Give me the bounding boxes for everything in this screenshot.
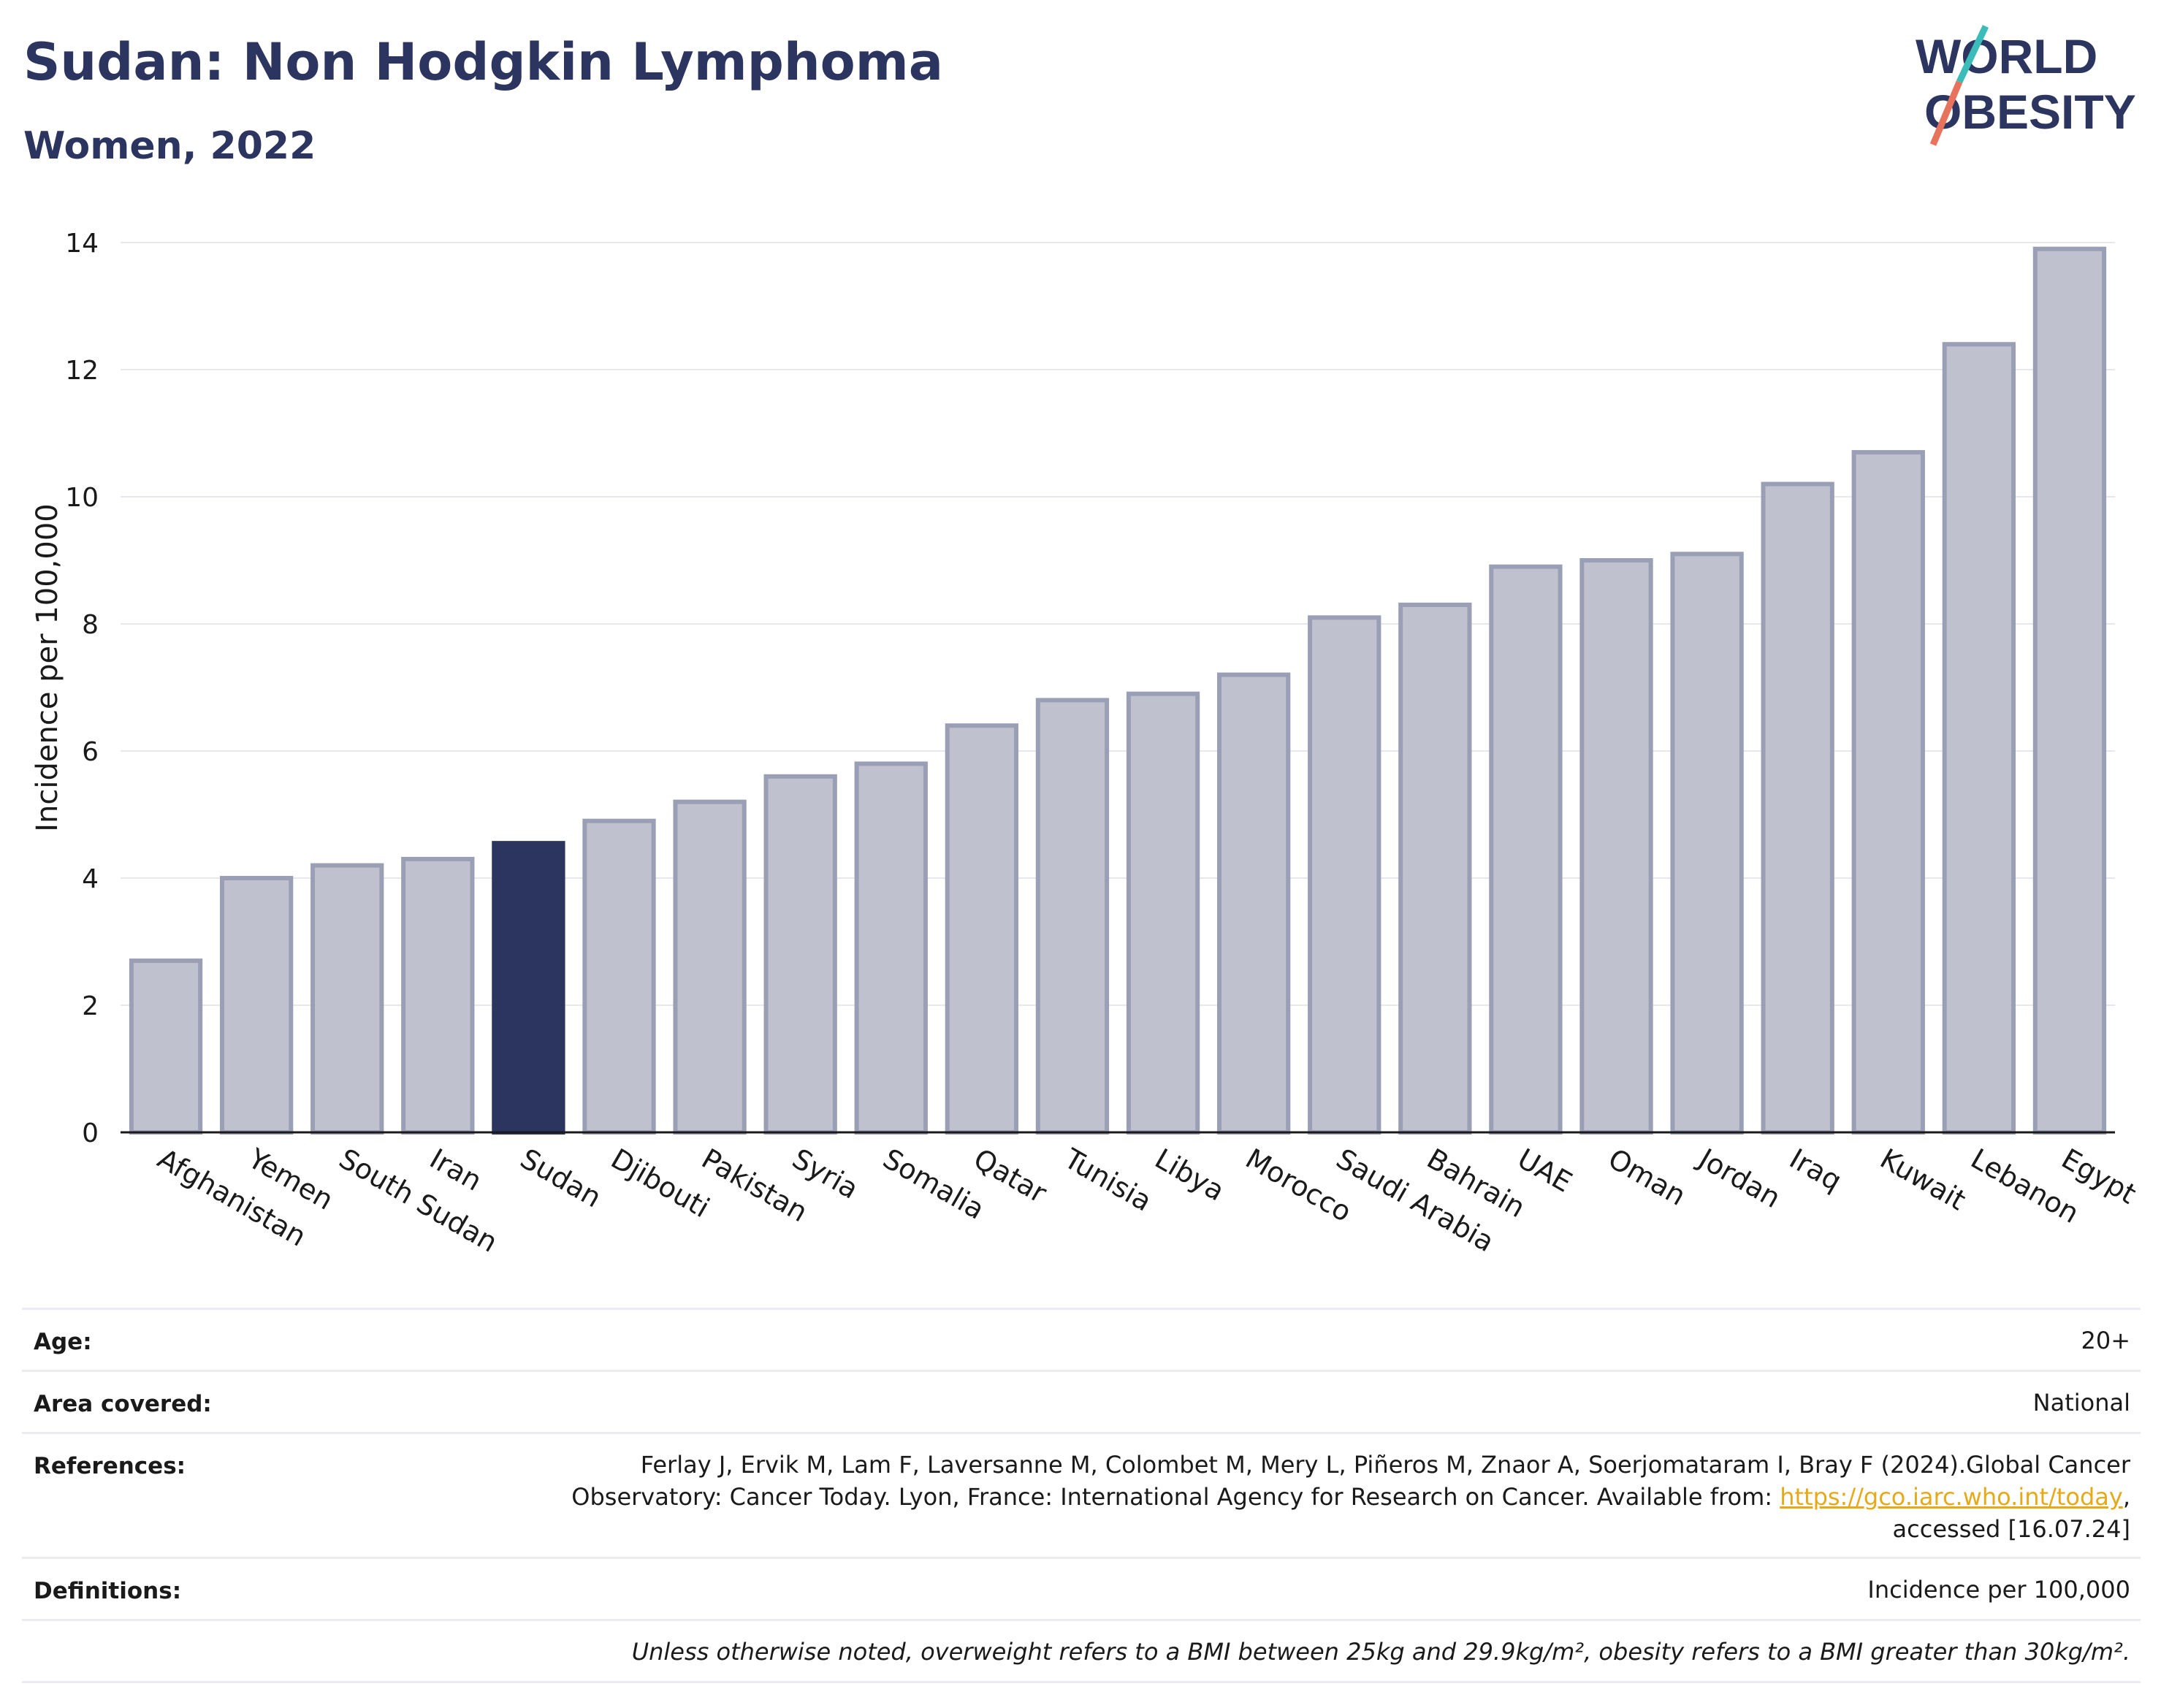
definitions-value: Incidence per 100,000	[1867, 1576, 2130, 1604]
bar-egypt	[2032, 246, 2107, 1135]
bar-djibouti	[582, 818, 656, 1135]
info-table: Age: 20+ Area covered: National Referenc…	[22, 1308, 2141, 1683]
bar-oman	[1579, 558, 1653, 1135]
references-value: Ferlay J, Ervik M, Lam F, Laversanne M, …	[32, 1449, 2130, 1545]
info-row-definitions: Definitions: Incidence per 100,000	[22, 1557, 2141, 1619]
x-tick-label: Libya	[1150, 1143, 1230, 1208]
y-tick-label: 12	[65, 356, 99, 386]
references-line2-suffix: ,	[2122, 1483, 2130, 1511]
y-tick-label: 8	[82, 610, 99, 640]
y-tick-label: 0	[82, 1118, 99, 1148]
world-obesity-logo: WORLD OBESITY	[1916, 25, 2136, 146]
logo-coral-slash	[1929, 80, 1963, 146]
x-tick-label: UAE	[1512, 1143, 1577, 1199]
y-tick-label: 10	[65, 483, 99, 513]
y-tick-label: 14	[65, 229, 99, 259]
references-link[interactable]: https://gco.iarc.who.int/today	[1780, 1483, 2123, 1511]
bar-yemen	[219, 876, 294, 1135]
references-line2-text: Observatory: Cancer Today. Lyon, France:…	[571, 1483, 1780, 1511]
bar-south-sudan	[310, 863, 384, 1135]
x-tick-label: Oman	[1603, 1143, 1691, 1212]
y-axis-label: Incidence per 100,000	[31, 503, 64, 832]
bar-kuwait	[1851, 450, 1925, 1135]
bar-bahrain	[1398, 602, 1472, 1135]
bar-iraq	[1761, 481, 1834, 1135]
x-tick-label: Kuwait	[1875, 1143, 1971, 1217]
x-tick-label: Djibouti	[606, 1143, 715, 1224]
bar-jordan	[1670, 552, 1744, 1135]
info-row-area: Area covered: National	[22, 1370, 2141, 1432]
area-value: National	[2032, 1389, 2130, 1417]
logo-line2: OBESITY	[1924, 85, 2136, 139]
area-label: Area covered:	[34, 1391, 212, 1417]
references-line1: Ferlay J, Ervik M, Lam F, Laversanne M, …	[640, 1451, 2130, 1479]
page-subtitle: Women, 2022	[23, 124, 316, 168]
x-tick-label: South Sudan	[334, 1143, 503, 1259]
bar-saudi-arabia	[1308, 615, 1381, 1135]
bar-somalia	[854, 761, 928, 1135]
bars	[129, 246, 2107, 1135]
info-row-references: References: Ferlay J, Ervik M, Lam F, La…	[22, 1432, 2141, 1557]
bar-pakistan	[673, 799, 747, 1135]
bmi-note: Unless otherwise noted, overweight refer…	[631, 1638, 2130, 1666]
bar-lebanon	[1942, 342, 2016, 1135]
bar-morocco	[1216, 672, 1291, 1135]
x-tick-label: Somalia	[877, 1143, 990, 1226]
definitions-label: Definitions:	[34, 1578, 182, 1604]
bar-sudan	[492, 841, 565, 1135]
bar-libya	[1126, 691, 1200, 1135]
bar-syria	[763, 774, 837, 1135]
info-row-note: Unless otherwise noted, overweight refer…	[22, 1619, 2141, 1683]
x-tick-label: Tunisia	[1059, 1142, 1157, 1218]
bar-uae	[1489, 564, 1563, 1135]
logo-teal-slash	[1956, 25, 1989, 83]
references-line3: accessed [16.07.24]	[1892, 1515, 2130, 1543]
references-label: References:	[34, 1453, 186, 1479]
info-row-age: Age: 20+	[22, 1308, 2141, 1370]
page-title: Sudan: Non Hodgkin Lymphoma	[23, 32, 943, 92]
y-tick-label: 4	[82, 864, 99, 894]
y-tick-label: 6	[82, 737, 99, 767]
x-tick-label: Iran	[424, 1143, 487, 1197]
x-tick-label: Sudan	[515, 1143, 607, 1214]
logo-line1: WORLD	[1916, 29, 2097, 83]
age-label: Age:	[34, 1329, 92, 1355]
bar-tunisia	[1035, 698, 1110, 1135]
y-tick-labels: 0 2 4 6 8 10 12 14	[65, 229, 99, 1148]
bar-afghanistan	[129, 958, 203, 1135]
bar-iran	[401, 856, 475, 1135]
age-value: 20+	[2081, 1327, 2130, 1354]
x-tick-label: Iraq	[1784, 1143, 1847, 1197]
x-tick-label: Jordan	[1692, 1142, 1785, 1215]
y-tick-label: 2	[82, 991, 99, 1021]
references-line2: Observatory: Cancer Today. Lyon, France:…	[32, 1481, 2130, 1513]
bar-qatar	[945, 723, 1019, 1135]
